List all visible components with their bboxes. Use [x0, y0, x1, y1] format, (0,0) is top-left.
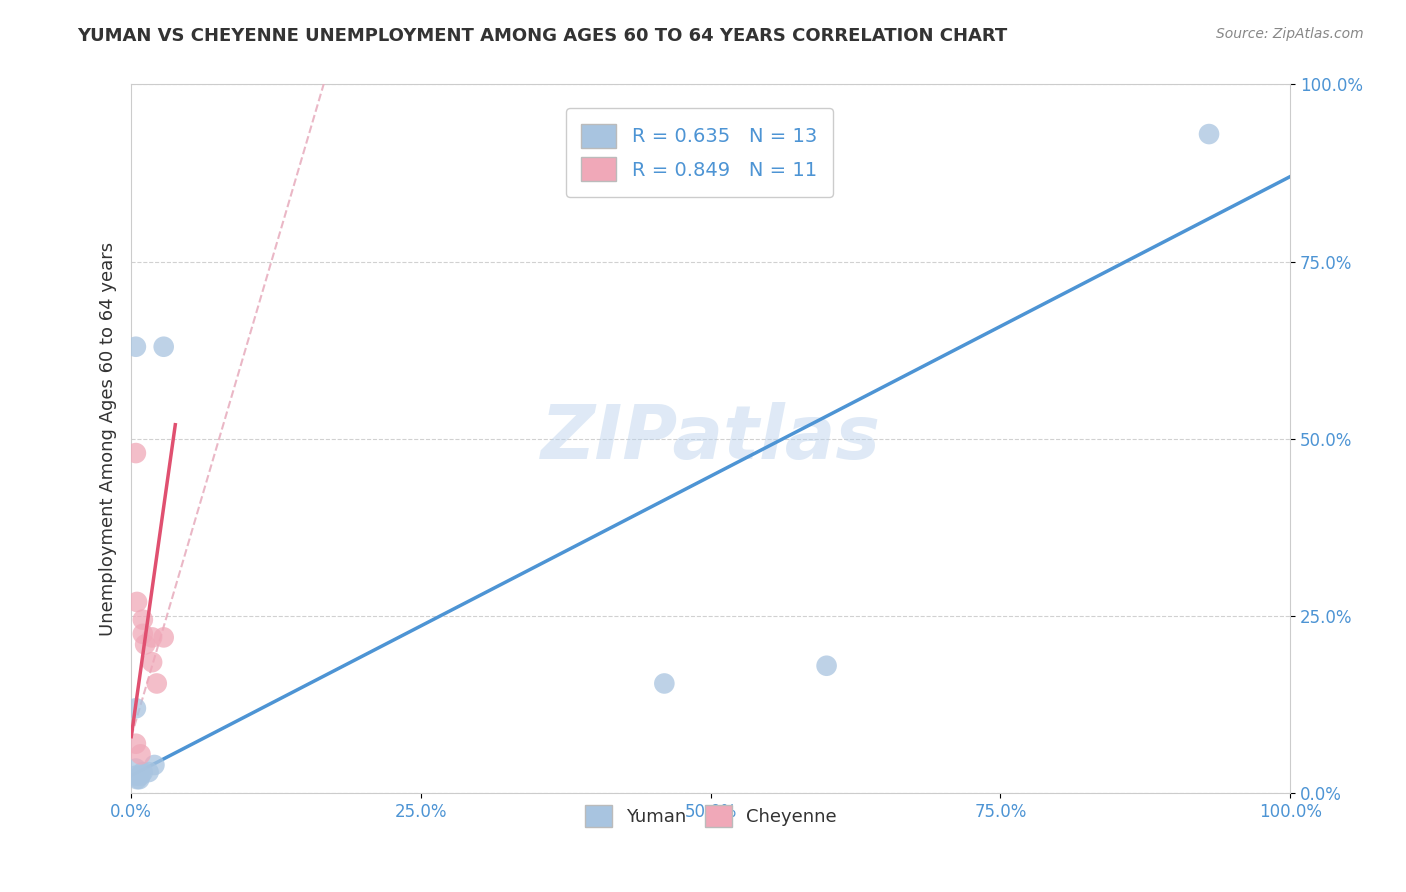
Legend: Yuman, Cheyenne: Yuman, Cheyenne — [578, 797, 844, 834]
Point — [125, 340, 148, 354]
Point — [129, 769, 152, 783]
Text: Source: ZipAtlas.com: Source: ZipAtlas.com — [1216, 27, 1364, 41]
Point — [141, 655, 163, 669]
Point — [138, 765, 160, 780]
Point — [141, 631, 163, 645]
Y-axis label: Unemployment Among Ages 60 to 64 years: Unemployment Among Ages 60 to 64 years — [100, 242, 117, 636]
Point — [143, 758, 166, 772]
Point — [1198, 127, 1220, 141]
Point — [152, 631, 174, 645]
Point — [134, 638, 156, 652]
Point — [125, 737, 148, 751]
Point — [125, 446, 148, 460]
Point — [132, 765, 155, 780]
Point — [654, 676, 676, 690]
Point — [125, 595, 148, 609]
Point — [132, 613, 155, 627]
Point — [125, 762, 148, 776]
Point — [125, 769, 148, 783]
Point — [128, 772, 150, 787]
Point — [132, 627, 155, 641]
Point — [815, 658, 838, 673]
Point — [125, 701, 148, 715]
Point — [152, 340, 174, 354]
Point — [129, 747, 152, 762]
Point — [145, 676, 167, 690]
Point — [125, 772, 148, 787]
Text: ZIPatlas: ZIPatlas — [541, 402, 880, 475]
Text: YUMAN VS CHEYENNE UNEMPLOYMENT AMONG AGES 60 TO 64 YEARS CORRELATION CHART: YUMAN VS CHEYENNE UNEMPLOYMENT AMONG AGE… — [77, 27, 1008, 45]
